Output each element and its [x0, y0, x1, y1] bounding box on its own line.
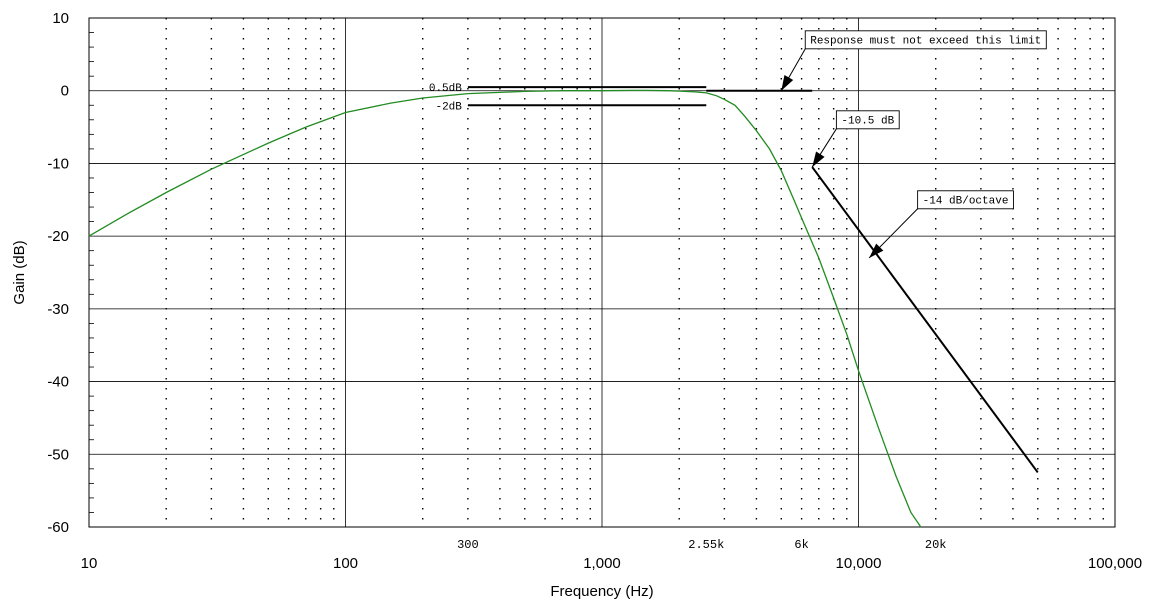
x-axis-label: Frequency (Hz)	[550, 583, 653, 600]
x-tick-label: 100,000	[1088, 555, 1142, 572]
annotation: -10.5 dB	[811, 110, 900, 168]
x-tick-label: 100	[333, 555, 358, 572]
annotation-box	[804, 30, 1047, 50]
response-curve	[88, 89, 922, 528]
annotations: Response must not exceed this limit -10.5…	[780, 30, 1047, 259]
arrowhead-icon	[812, 151, 825, 168]
annotation-box	[917, 190, 1014, 210]
x-tick-label: 1,000	[583, 555, 621, 572]
limit-lines: 0.5dB -2dB	[429, 83, 1039, 474]
frequency-mark-label: 6k	[794, 538, 808, 552]
grid	[89, 18, 1115, 527]
y-tick-label: -10	[47, 155, 69, 172]
annotation: -14 dB/octave	[868, 190, 1014, 259]
annotation-text: -10.5 dB	[841, 116, 894, 128]
y-tick-label: -50	[47, 446, 69, 463]
y-tick-label: -60	[47, 519, 69, 536]
annotation-text: Response must not exceed this limit	[810, 36, 1041, 48]
y-tick-label: -40	[47, 374, 69, 391]
y-tick-label: -30	[47, 301, 69, 318]
y-tick-label: -20	[47, 228, 69, 245]
x-tick-label: 10	[81, 555, 98, 572]
limit-label: 0.5dB	[429, 83, 462, 95]
series-layer	[88, 89, 922, 528]
y-tick-label: 10	[52, 10, 69, 27]
y-axis-label: Gain (dB)	[11, 240, 28, 304]
arrowhead-icon	[869, 243, 884, 258]
limit-line	[811, 166, 1039, 474]
y-tick-label: 0	[61, 83, 69, 100]
frequency-mark-label: 20k	[925, 538, 947, 552]
annotation: Response must not exceed this limit	[780, 30, 1047, 91]
limit-label: -2dB	[435, 101, 462, 113]
frequency-mark-label: 2.55k	[688, 538, 724, 552]
annotation-text: -14 dB/octave	[923, 196, 1009, 208]
arrowhead-icon	[781, 75, 794, 91]
frequency-mark-label: 300	[457, 538, 479, 552]
x-tick-label: 10,000	[836, 555, 882, 572]
annotation-box	[835, 110, 900, 130]
plot-frame	[88, 17, 1116, 528]
